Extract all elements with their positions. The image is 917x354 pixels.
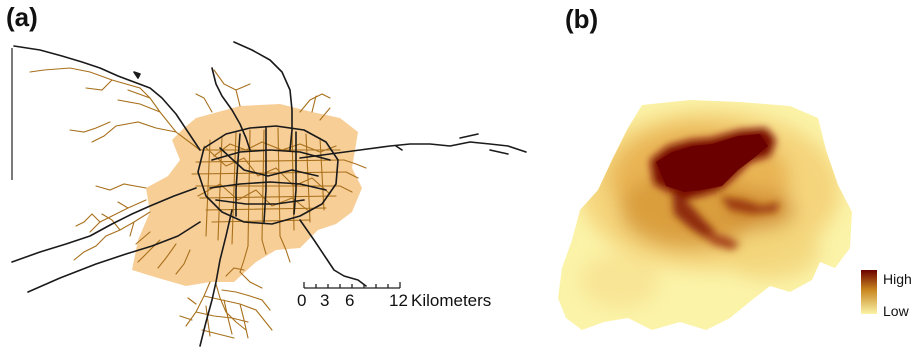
legend-color-ramp xyxy=(861,270,877,314)
scale-tick-12: 12 xyxy=(389,291,408,310)
legend-low-label: Low xyxy=(883,303,909,319)
panel-b-heatmap xyxy=(558,100,852,330)
scale-unit-label: Kilometers xyxy=(411,291,492,310)
minor-road-network xyxy=(29,67,367,339)
panel-a-map xyxy=(11,41,527,347)
scale-tick-6: 6 xyxy=(345,291,355,310)
major-road-network xyxy=(11,41,527,347)
panel-b-label: (b) xyxy=(565,4,599,34)
scale-tick-0: 0 xyxy=(297,291,307,310)
scale-bar xyxy=(303,282,401,289)
panel-a-label: (a) xyxy=(6,2,38,32)
scale-tick-3: 3 xyxy=(320,291,330,310)
legend-high-label: High xyxy=(883,271,912,287)
